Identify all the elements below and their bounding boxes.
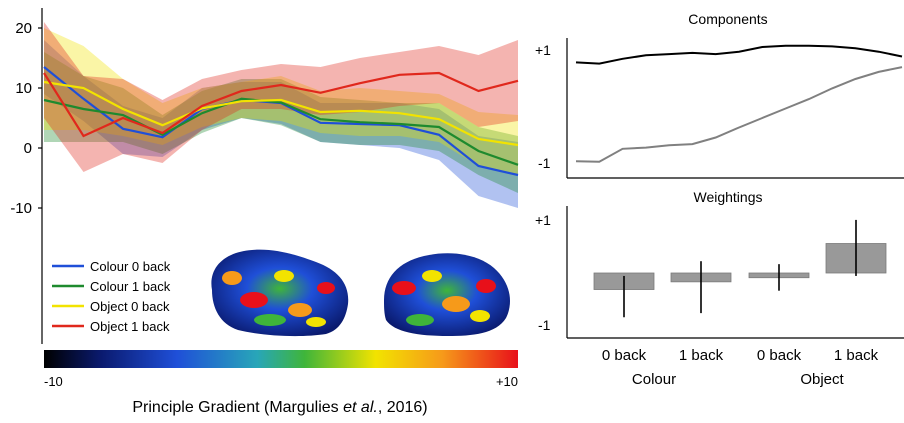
weightings-title: Weightings — [693, 189, 762, 205]
components-ytick-minus1: -1 — [538, 155, 551, 171]
components-axes — [566, 38, 904, 179]
colorbar — [44, 350, 518, 368]
colorbar-min-label: -10 — [44, 374, 63, 389]
group-label-object: Object — [800, 371, 844, 388]
main-ytick-label: 0 — [24, 140, 32, 157]
components-lines — [575, 44, 903, 163]
main-series-lines — [43, 66, 519, 177]
line-object-1-back — [43, 71, 519, 138]
band-colour-0-back — [44, 40, 518, 208]
weighting-category-label-1: 0 back — [602, 347, 647, 364]
weightings-bars — [593, 219, 887, 318]
band-colour-1-back — [44, 52, 518, 193]
legend-label-colour-0-back: Colour 0 back — [90, 259, 171, 274]
legend-label-object-0-back: Object 0 back — [90, 299, 170, 314]
weighting-category-label-3: 0 back — [757, 347, 802, 364]
main-confidence-bands — [44, 22, 518, 208]
legend-label-object-1-back: Object 1 back — [90, 319, 170, 334]
weightings-ytick-plus1: +1 — [535, 212, 551, 228]
components-ytick-plus1: +1 — [535, 42, 551, 58]
brain-right-hemisphere-image — [384, 253, 510, 336]
line-colour-1-back — [43, 97, 519, 166]
main-y-ticks: 20 10 0 -10 — [10, 20, 42, 217]
components-title: Components — [688, 11, 767, 27]
legend: Colour 0 back Colour 1 back Object 0 back O… — [52, 259, 171, 334]
main-x-axis-label: Principle Gradient (Margulies et al., 20… — [132, 399, 427, 416]
legend-label-colour-1-back: Colour 1 back — [90, 279, 171, 294]
weightings-ytick-minus1: -1 — [538, 317, 551, 333]
group-label-colour: Colour — [632, 371, 676, 388]
line-object-0-back — [43, 80, 519, 147]
brain-left-hemisphere-image — [211, 249, 349, 337]
component-line-1 — [575, 44, 903, 65]
component-line-2 — [575, 66, 903, 163]
weighting-category-label-2: 1 back — [679, 347, 724, 364]
weighting-category-label-4: 1 back — [834, 347, 879, 364]
weightings-category-labels: 0 back 1 back 0 back 1 back — [602, 347, 879, 364]
colorbar-max-label: +10 — [496, 374, 518, 389]
main-ytick-label: -10 — [10, 200, 32, 217]
main-ytick-label: 20 — [15, 20, 32, 37]
main-ytick-label: 10 — [15, 80, 32, 97]
weightings-axes — [566, 206, 904, 339]
